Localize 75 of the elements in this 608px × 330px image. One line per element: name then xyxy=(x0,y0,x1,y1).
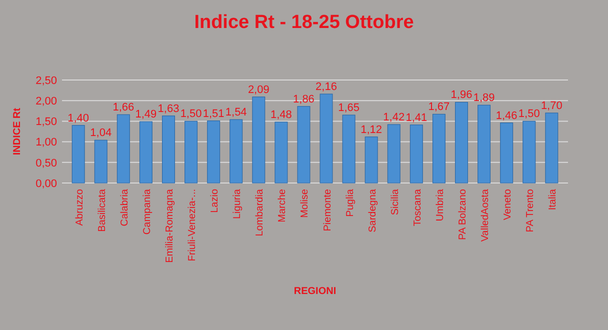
data-label: 1,66 xyxy=(112,102,134,114)
bar xyxy=(364,136,378,184)
bar xyxy=(207,120,220,184)
y-axis-title: INDICE Rt xyxy=(12,107,23,156)
x-tick-label: PA Trento xyxy=(525,188,536,232)
data-label: 1,50 xyxy=(518,108,540,120)
x-tick-label: Liguria xyxy=(232,188,244,220)
x-tick-label: Umbria xyxy=(434,188,446,222)
bar xyxy=(139,121,152,184)
data-label: 1,67 xyxy=(428,101,450,114)
x-tick-label: ValledAosta xyxy=(480,188,492,242)
bar xyxy=(455,102,468,184)
bar xyxy=(72,125,85,184)
bar xyxy=(116,114,130,184)
data-label: 1,12 xyxy=(360,124,382,136)
y-tick-label: 2,50 xyxy=(36,74,57,87)
chart-title: Indice Rt - 18-25 Ottobre xyxy=(194,12,414,33)
bar xyxy=(230,119,243,184)
bar xyxy=(320,94,333,184)
bar xyxy=(432,114,446,184)
bar xyxy=(94,140,108,184)
bar xyxy=(184,120,198,184)
data-label: 1,48 xyxy=(270,109,292,122)
x-axis-title: REGIONI xyxy=(294,286,336,297)
y-tick-label: 0,50 xyxy=(36,157,57,170)
x-tick-label: Sardegna xyxy=(367,188,378,232)
x-tick-label: Emilia-Romagna xyxy=(164,188,176,263)
x-tick-label: Puglia xyxy=(344,188,356,217)
bar xyxy=(297,106,310,184)
x-tick-label: Italia xyxy=(548,188,559,210)
data-label: 1,96 xyxy=(450,89,472,102)
x-tick-label: Calabria xyxy=(119,188,130,226)
bar xyxy=(387,124,400,184)
data-label: 1,54 xyxy=(225,106,247,119)
bar xyxy=(410,124,423,184)
x-tick-label: Basilicata xyxy=(96,188,108,232)
y-tick-label: 2,00 xyxy=(36,95,57,108)
x-tick-label: Molise xyxy=(300,188,311,218)
bar xyxy=(500,122,514,184)
y-tick-label: 0,00 xyxy=(36,178,57,190)
x-tick-label: Veneto xyxy=(502,188,514,220)
bar xyxy=(162,116,175,184)
data-label: 1,50 xyxy=(180,108,202,120)
x-tick-label: Lombardia xyxy=(254,188,266,236)
data-label: 2,16 xyxy=(316,81,337,94)
bar xyxy=(342,114,356,184)
x-tick-label: Piemonte xyxy=(322,188,334,232)
data-label: 2,09 xyxy=(248,84,270,96)
bar xyxy=(478,104,491,184)
bar xyxy=(545,112,558,184)
data-label: 1,63 xyxy=(158,102,180,115)
x-tick-label: Friuli-Venezia-... xyxy=(187,189,198,262)
y-tick-label: 1,00 xyxy=(36,136,57,149)
data-label: 1,89 xyxy=(473,92,495,104)
data-label: 1,40 xyxy=(68,112,90,124)
x-tick-label: Campania xyxy=(142,188,153,235)
data-label: 1,46 xyxy=(496,110,518,122)
x-tick-label: Toscana xyxy=(412,188,424,226)
bar xyxy=(274,122,288,184)
y-tick-label: 1,50 xyxy=(36,116,57,128)
x-tick-label: Lazio xyxy=(210,188,221,213)
x-tick-label: Sicilia xyxy=(390,188,401,216)
data-label: 1,04 xyxy=(90,127,112,140)
x-tick-label: PA Bolzano xyxy=(458,188,469,240)
bar xyxy=(252,96,266,184)
data-label: 1,51 xyxy=(202,108,224,120)
x-tick-label: Abruzzo xyxy=(74,188,86,226)
data-label: 1,86 xyxy=(293,93,314,106)
data-label: 1,65 xyxy=(338,102,360,114)
data-label: 1,49 xyxy=(135,108,157,121)
x-tick-label: Marche xyxy=(277,188,288,222)
data-label: 1,70 xyxy=(540,100,562,112)
data-label: 1,42 xyxy=(383,111,405,124)
bar xyxy=(522,120,536,184)
data-label: 1,41 xyxy=(406,112,428,124)
